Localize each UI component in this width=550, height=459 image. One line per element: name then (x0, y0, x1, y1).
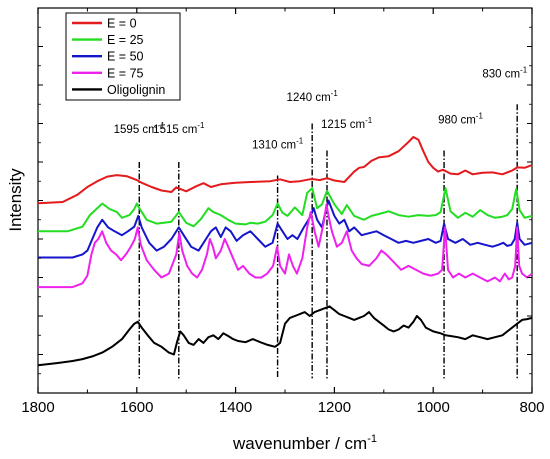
series-line-e-25 (38, 187, 533, 233)
annotation-label: 980 cm-1 (438, 112, 483, 127)
x-tick-label: 1400 (219, 399, 252, 416)
series-line-e-0 (37, 136, 533, 205)
x-axis: 1800 1600 1400 1200 1000 800 (21, 8, 545, 416)
legend-label: Oligolignin (107, 83, 165, 97)
series-layer (37, 136, 533, 367)
series-line-e-50 (38, 199, 533, 259)
annotation-label: 1240 cm-1 (287, 89, 339, 104)
legend-label: E = 75 (107, 66, 144, 80)
annotation-label: 1310 cm-1 (252, 137, 304, 152)
x-tick-label: 1200 (318, 399, 351, 416)
annotation-label: 1215 cm-1 (321, 116, 373, 131)
annotation-label: 1595 cm-1 (114, 121, 166, 136)
annotation-label: 830 cm-1 (482, 65, 527, 80)
legend: E = 0 E = 25 E = 50 E = 75 Oligolignin (65, 12, 181, 101)
x-tick-label: 1000 (417, 399, 450, 416)
series-line-oligolignin (37, 305, 533, 367)
series-line-e-75 (38, 203, 533, 289)
legend-label: E = 0 (107, 17, 137, 31)
x-tick-label: 1600 (120, 399, 153, 416)
x-tick-label: 800 (519, 399, 544, 416)
legend-label: E = 25 (107, 33, 144, 47)
y-axis (38, 7, 532, 394)
annotation-label: 1515 cm-1 (153, 121, 205, 136)
x-tick-label: 1800 (21, 399, 54, 416)
legend-label: E = 50 (107, 50, 144, 64)
x-axis-title: wavenumber / cm-1 (232, 433, 377, 453)
y-axis-title: Intensity (6, 168, 25, 232)
